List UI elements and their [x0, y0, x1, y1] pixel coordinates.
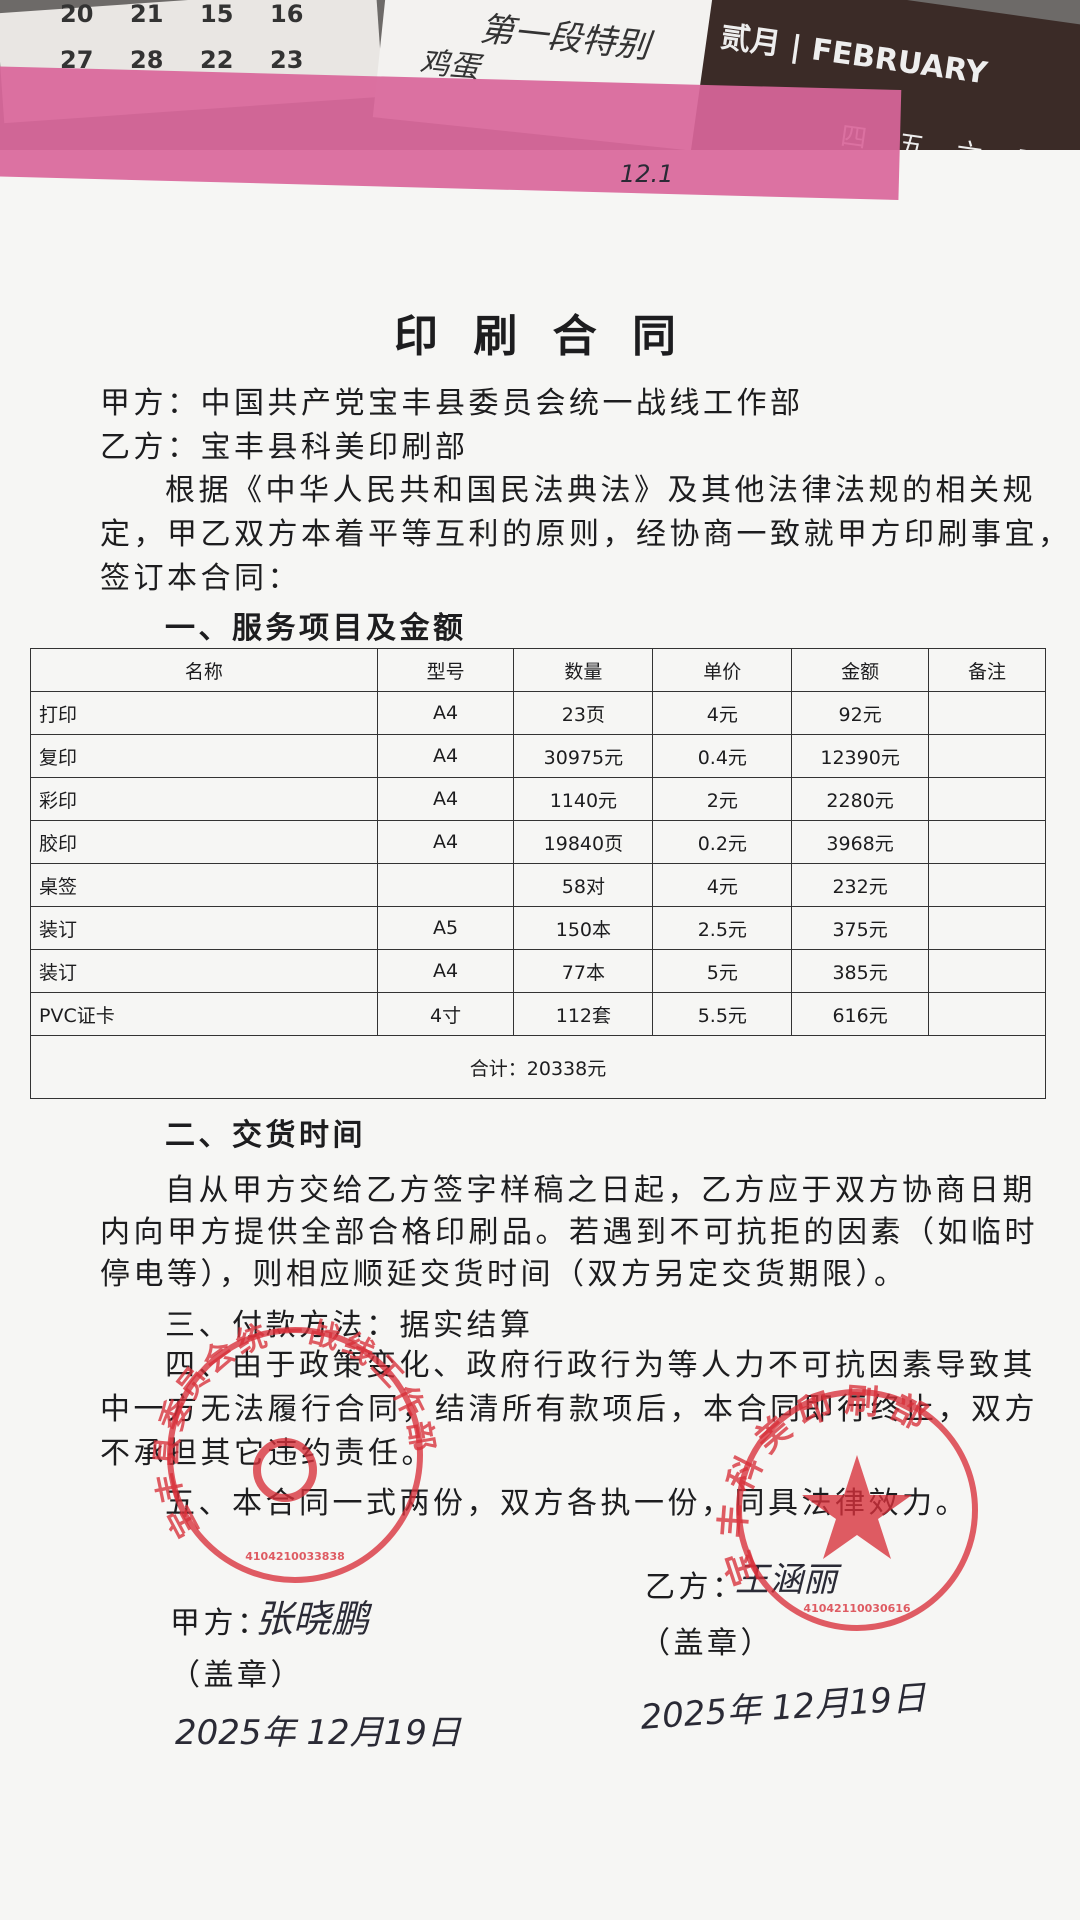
party-b: 乙方：宝丰县科美印刷部 — [100, 430, 469, 465]
table-cell: 4元 — [652, 691, 793, 735]
table-cell: 112套 — [513, 992, 654, 1036]
text-line: 定，甲乙双方本着平等互利的原则，经协商一致就甲方印刷事宜， — [100, 517, 1072, 552]
table-cell: 12390元 — [791, 734, 929, 778]
table-cell — [927, 863, 1047, 907]
calendar-day: 15 — [200, 0, 234, 28]
table-cell: 0.2元 — [652, 820, 793, 864]
text-line: 中一方无法履行合同，结清所有款项后，本合同即行终止，双方 — [100, 1392, 1038, 1427]
stamp-ring — [736, 1389, 978, 1631]
text-line: 停电等），则相应顺延交货时间（双方另定交货期限）。 — [100, 1257, 908, 1292]
table-cell: 彩印 — [30, 777, 378, 821]
table-cell: 2.5元 — [652, 906, 793, 950]
title: 印 刷 合 同 — [394, 311, 686, 362]
table-row: 打印 A4 23页 4元 92元 — [30, 691, 1047, 735]
table-total-row: 合计：20338元 — [30, 1035, 1046, 1099]
stamp-text: 宝丰科美印刷部 — [713, 1381, 932, 1591]
table-row: 复印 A4 30975元 0.4元 12390元 — [30, 734, 1047, 778]
table-cell: 232元 — [791, 863, 929, 907]
table-cell — [927, 734, 1047, 778]
calendar-day: 22 — [200, 46, 234, 74]
table-row: PVC证卡 4寸 112套 5.5元 616元 — [30, 992, 1047, 1036]
table-row: 桌签 58对 4元 232元 — [30, 863, 1047, 907]
sign-label: 甲方： — [170, 1606, 271, 1641]
text-line: 根据《中华人民共和国民法典法》及其他法律法规的相关规 — [165, 473, 1036, 508]
table-header: 金额 — [791, 648, 929, 692]
table-cell — [927, 906, 1047, 950]
table-cell: 23页 — [513, 691, 654, 735]
table-row: 装订 A4 77本 5元 385元 — [30, 949, 1047, 993]
text-line: 内向甲方提供全部合格印刷品。若遇到不可抗拒的因素（如临时 — [100, 1215, 1038, 1250]
table-cell: 375元 — [791, 906, 929, 950]
table-cell: 2元 — [652, 777, 793, 821]
table-cell: 2280元 — [791, 777, 929, 821]
signature: 张晓鹏 — [255, 1597, 370, 1641]
table-cell: 58对 — [513, 863, 654, 907]
table-header: 型号 — [376, 648, 515, 692]
pencil-mark: 12.1 — [620, 160, 674, 188]
calendar-day: 16 — [270, 0, 304, 28]
section-heading: 一、服务项目及金额 — [165, 611, 467, 646]
table-cell: 616元 — [791, 992, 929, 1036]
table-cell: A4 — [376, 949, 515, 993]
stamp-number: 41042110030616 — [803, 1602, 910, 1615]
table-row: 装订 A5 150本 2.5元 375元 — [30, 906, 1047, 950]
stamp-ring — [167, 1327, 423, 1583]
table-cell: 385元 — [791, 949, 929, 993]
calendar-day: 21 — [130, 0, 164, 28]
table-cell: 4元 — [652, 863, 793, 907]
table-cell: 19840页 — [513, 820, 654, 864]
stamp-emblem — [253, 1438, 317, 1502]
stamp-star — [802, 1455, 912, 1559]
text-line: 四、由于政策变化、政府行政行为等人力不可抗因素导致其 — [165, 1348, 1036, 1383]
stamp-text: 宝丰县委员会统一战线工作部 — [149, 1314, 437, 1543]
table-cell: 打印 — [30, 691, 378, 735]
table-total: 合计：20338元 — [30, 1035, 1046, 1099]
stamp-text: 宝丰县委员会统一战线工作部 — [149, 1314, 441, 1543]
party-a: 甲方：中国共产党宝丰县委员会统一战线工作部 — [100, 386, 804, 421]
table-cell: 装订 — [30, 906, 378, 950]
sign-date: 2025年 12月19日 — [175, 1713, 461, 1753]
table-cell: PVC证卡 — [30, 992, 378, 1036]
text-line: 自从甲方交给乙方签字样稿之日起，乙方应于双方协商日期 — [165, 1173, 1036, 1208]
table-header: 名称 — [30, 648, 378, 692]
seal-label: （盖章） — [640, 1626, 774, 1661]
stamp-text: 宝丰科美印刷部 — [713, 1381, 942, 1591]
table-cell — [376, 863, 515, 907]
table-cell: A5 — [376, 906, 515, 950]
table-header: 备注 — [927, 648, 1047, 692]
table-cell: 5元 — [652, 949, 793, 993]
text-line: 签订本合同： — [100, 561, 301, 596]
table-cell: 装订 — [30, 949, 378, 993]
table-header: 单价 — [652, 648, 793, 692]
table-cell: 5.5元 — [652, 992, 793, 1036]
seal-label: （盖章） — [170, 1658, 304, 1693]
table-cell — [927, 691, 1047, 735]
table-cell — [927, 992, 1047, 1036]
table-cell: A4 — [376, 734, 515, 778]
calendar-day: 20 — [60, 0, 94, 28]
table-cell: A4 — [376, 691, 515, 735]
table-cell: 77本 — [513, 949, 654, 993]
table-cell: 0.4元 — [652, 734, 793, 778]
service-table: 名称 型号 数量 单价 金额 备注 打印 A4 23页 4元 92元 复印 A4 30975元 0.4元 12… — [30, 648, 1047, 1099]
table-cell: 复印 — [30, 734, 378, 778]
table-header: 数量 — [513, 648, 654, 692]
section-heading: 二、交货时间 — [165, 1118, 366, 1153]
sign-label: 乙方： — [645, 1570, 746, 1605]
stamp-number: 4104210033838 — [245, 1550, 345, 1563]
calendar-day: 23 — [270, 46, 304, 74]
section3: 三、付款方法：据实结算 — [165, 1308, 534, 1343]
table-row: 彩印 A4 1140元 2元 2280元 — [30, 777, 1047, 821]
